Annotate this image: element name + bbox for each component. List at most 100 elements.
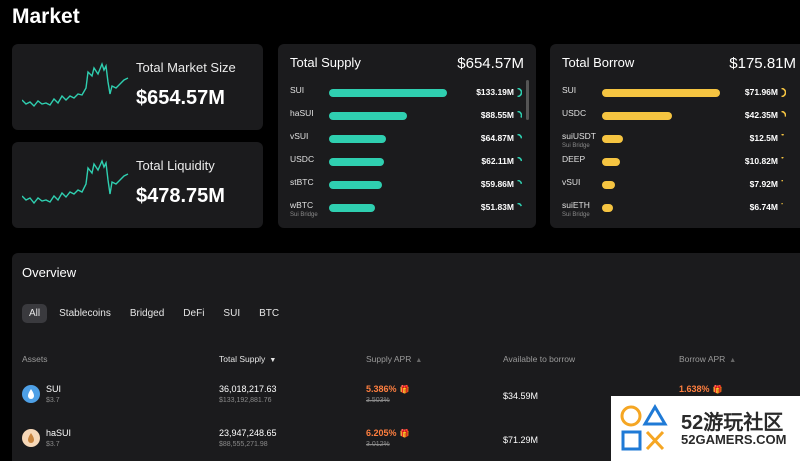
asset-name: USDC bbox=[290, 155, 314, 164]
list-item[interactable]: USDC $62.11M bbox=[290, 151, 522, 174]
column-header-supply-apr[interactable]: Supply APR ▲ bbox=[366, 354, 422, 364]
asset-name: SUI bbox=[290, 86, 304, 95]
amount: $62.11M bbox=[481, 156, 514, 166]
sort-icon: ▲ bbox=[729, 357, 737, 364]
list-item[interactable]: vSUI $7.92M bbox=[562, 174, 786, 197]
column-header-assets: Assets bbox=[22, 354, 48, 364]
share-pie-icon bbox=[517, 203, 522, 207]
share-pie-icon bbox=[781, 88, 786, 97]
column-label: Total Supply bbox=[219, 354, 266, 364]
watermark-subtext: 52GAMERS.COM bbox=[681, 432, 787, 447]
asset-price: $3.7 bbox=[46, 441, 60, 448]
total-market-size-card: Total Market Size $654.57M bbox=[12, 44, 263, 130]
asset-label: suiUSDT bbox=[562, 131, 597, 141]
share-pie-icon bbox=[517, 111, 522, 118]
supply-title: Total Supply bbox=[290, 55, 361, 70]
available-to-borrow: $71.29M bbox=[503, 435, 539, 445]
asset-name: vSUI bbox=[562, 178, 580, 187]
filter-defi[interactable]: DeFi bbox=[183, 308, 205, 319]
reward-gift-icon[interactable]: 🎁 bbox=[712, 385, 723, 394]
share-pie-icon bbox=[781, 134, 784, 136]
watermark-logo: 52游玩社区 52GAMERS.COM bbox=[611, 396, 800, 461]
list-item[interactable]: USDC $42.35M bbox=[562, 105, 786, 128]
asset-name: SUI bbox=[562, 86, 576, 95]
supply-apr-old: 3.503% bbox=[366, 397, 390, 404]
list-item[interactable]: SUI $133.19M bbox=[290, 82, 522, 105]
list-item[interactable]: suiUSDT Sui Bridge $12.5M bbox=[562, 128, 786, 151]
asset-subtitle: Sui Bridge bbox=[290, 212, 318, 218]
amount: $133.19M bbox=[476, 87, 514, 97]
supply-bar bbox=[329, 158, 384, 166]
share-pie-icon bbox=[517, 180, 522, 185]
amount: $7.92M bbox=[749, 179, 778, 189]
list-item[interactable]: suiETH Sui Bridge $6.74M bbox=[562, 197, 786, 220]
list-item[interactable]: stBTC $59.86M bbox=[290, 174, 522, 197]
filter-stablecoins[interactable]: Stablecoins bbox=[59, 308, 111, 319]
share-pie-icon bbox=[517, 88, 522, 97]
sort-icon: ▲ bbox=[415, 357, 423, 364]
column-header-total-supply[interactable]: Total Supply ▼ bbox=[219, 354, 276, 364]
asset-name: haSUI bbox=[290, 109, 314, 118]
column-label: Borrow APR bbox=[679, 354, 726, 364]
column-header-borrow-apr[interactable]: Borrow APR ▲ bbox=[679, 354, 736, 364]
share-pie-icon bbox=[517, 134, 522, 139]
total-borrow-card: Total Borrow $175.81M SUI $71.96M USDC $42.… bbox=[550, 44, 800, 228]
watermark-text: 52游玩社区 bbox=[681, 412, 784, 434]
total-supply-usd: $88,555,271.98 bbox=[219, 441, 268, 448]
borrow-bar bbox=[602, 204, 613, 212]
borrow-title: Total Borrow bbox=[562, 55, 635, 70]
supply-apr-old: 3.012% bbox=[366, 441, 390, 448]
amount: $12.5M bbox=[749, 133, 778, 143]
sort-down-icon: ▼ bbox=[269, 357, 277, 364]
asset-name: suiUSDT Sui Bridge bbox=[562, 132, 596, 151]
list-item[interactable]: wBTC Sui Bridge $51.83M bbox=[290, 197, 522, 220]
asset-label: stBTC bbox=[290, 177, 314, 187]
supply-scrollbar[interactable] bbox=[526, 80, 529, 120]
asset-name: haSUI bbox=[46, 428, 72, 438]
asset-label: USDC bbox=[562, 108, 587, 118]
table-row[interactable]: SUI $3.7 36,018,217.63 $133,192,881.76 5… bbox=[12, 377, 800, 417]
list-item[interactable]: SUI $71.96M bbox=[562, 82, 786, 105]
asset-label: suiETH bbox=[562, 200, 590, 210]
borrow-list: SUI $71.96M USDC $42.35M suiUSDT Sui Bridge $1… bbox=[562, 82, 786, 220]
filter-all[interactable]: All bbox=[22, 304, 48, 323]
sui-token-icon bbox=[22, 385, 40, 403]
amount: $51.83M bbox=[480, 202, 514, 212]
borrow-bar bbox=[602, 135, 623, 143]
supply-total: $654.57M bbox=[457, 55, 524, 72]
total-liquidity-card: Total Liquidity $478.75M bbox=[12, 142, 263, 228]
watermark-shapes-icon bbox=[620, 404, 668, 451]
liquidity-sparkline bbox=[22, 159, 129, 205]
list-item[interactable]: vSUI $64.87M bbox=[290, 128, 522, 151]
asset-subtitle: Sui Bridge bbox=[562, 212, 590, 218]
amount: $6.74M bbox=[749, 202, 778, 212]
share-pie-icon bbox=[781, 157, 784, 159]
amount: $64.87M bbox=[480, 133, 514, 143]
list-item[interactable]: DEEP $10.82M bbox=[562, 151, 786, 174]
asset-name: suiETH Sui Bridge bbox=[562, 201, 590, 220]
asset-name: DEEP bbox=[562, 155, 585, 164]
list-item[interactable]: haSUI $88.55M bbox=[290, 105, 522, 128]
supply-bar bbox=[329, 204, 375, 212]
filter-bridged[interactable]: Bridged bbox=[129, 308, 165, 319]
asset-name: SUI bbox=[46, 384, 62, 394]
borrow-total: $175.81M bbox=[729, 55, 796, 72]
reward-gift-icon[interactable]: 🎁 bbox=[399, 429, 410, 438]
supply-apr: 5.386% 🎁 bbox=[366, 384, 410, 394]
filter-btc[interactable]: BTC bbox=[259, 308, 280, 319]
overview-title: Overview bbox=[22, 265, 77, 280]
asset-label: haSUI bbox=[290, 108, 314, 118]
asset-subtitle: Sui Bridge bbox=[562, 143, 590, 149]
column-label: Supply APR bbox=[366, 354, 412, 364]
share-pie-icon bbox=[517, 157, 522, 162]
amount: $59.86M bbox=[480, 179, 514, 189]
asset-name: wBTC Sui Bridge bbox=[290, 201, 318, 220]
borrow-bar bbox=[602, 112, 672, 120]
asset-label: SUI bbox=[290, 85, 305, 95]
table-row[interactable]: haSUI $3.7 23,947,248.65 $88,555,271.98 … bbox=[12, 421, 800, 461]
borrow-bar bbox=[602, 89, 720, 97]
supply-apr-value: 5.386% bbox=[366, 384, 397, 394]
amount: $42.35M bbox=[744, 110, 778, 120]
filter-sui[interactable]: SUI bbox=[223, 308, 241, 319]
reward-gift-icon[interactable]: 🎁 bbox=[399, 385, 410, 394]
